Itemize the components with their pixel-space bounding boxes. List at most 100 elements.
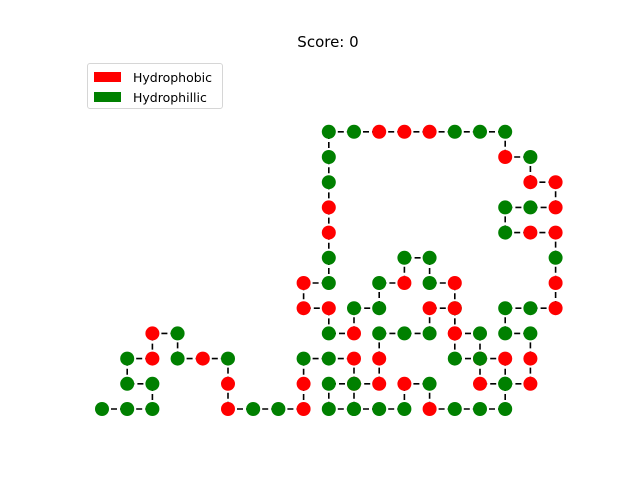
hydrophobic-residue xyxy=(195,351,210,366)
hydrophobic-residue xyxy=(548,175,563,190)
hydrophobic-residue xyxy=(347,351,361,366)
hydrophillic-residue xyxy=(498,200,513,215)
hydrophillic-residue xyxy=(170,351,185,366)
hydrophillic-residue xyxy=(321,326,336,341)
hydrophillic-residue xyxy=(321,402,336,416)
hydrophobic-residue xyxy=(221,402,235,416)
hydrophillic-swatch xyxy=(94,92,121,102)
hydrophillic-residue xyxy=(397,326,412,341)
hydrophobic-residue xyxy=(321,301,336,316)
hydrophillic-residue xyxy=(473,402,487,416)
hydrophillic-residue xyxy=(498,376,513,391)
hydrophobic-residue xyxy=(422,402,437,416)
hydrophillic-residue xyxy=(321,124,336,139)
hydrophillic-residue xyxy=(321,250,336,265)
hydrophillic-residue xyxy=(447,351,462,366)
chain-bonds xyxy=(102,131,557,410)
hydrophobic-residue xyxy=(447,276,462,290)
hydrophillic-residue xyxy=(397,250,412,265)
hydrophobic-residue xyxy=(145,326,160,341)
hydrophillic-residue xyxy=(145,376,160,391)
hydrophillic-residue xyxy=(397,402,412,416)
hydrophillic-residue xyxy=(347,124,361,139)
hydrophillic-residue xyxy=(221,351,235,366)
legend-label-hydrophobic: Hydrophobic xyxy=(133,69,213,85)
hydrophobic-residue xyxy=(145,351,160,366)
hydrophillic-residue xyxy=(120,351,135,366)
hydrophillic-residue xyxy=(473,351,487,366)
hydrophobic-residue xyxy=(422,124,437,139)
hydrophobic-residue xyxy=(347,326,361,341)
legend-item-hydrophobic: Hydrophobic xyxy=(94,69,212,85)
hydrophobic-residue xyxy=(523,225,538,240)
hydrophobic-residue xyxy=(548,276,563,290)
hydrophillic-residue xyxy=(246,402,261,416)
hydrophillic-residue xyxy=(422,250,437,265)
score-title: Score: 0 xyxy=(297,33,359,51)
hydrophillic-residue xyxy=(498,402,513,416)
hydrophillic-residue xyxy=(145,402,160,416)
legend: Hydrophobic Hydrophillic xyxy=(87,63,223,109)
hydrophobic-residue xyxy=(548,225,563,240)
hydrophobic-residue xyxy=(296,402,311,416)
hydrophillic-residue xyxy=(447,124,462,139)
hydrophillic-residue xyxy=(473,326,487,341)
hydrophillic-residue xyxy=(321,276,336,290)
hydrophobic-residue xyxy=(321,225,336,240)
hydrophillic-residue xyxy=(347,376,361,391)
hydrophobic-residue xyxy=(498,150,513,164)
hydrophillic-residue xyxy=(120,376,135,391)
hydrophillic-residue xyxy=(473,124,487,139)
hydrophillic-residue xyxy=(498,326,513,341)
hydrophobic-residue xyxy=(221,376,235,391)
hydrophobic-swatch xyxy=(94,72,121,82)
hydrophobic-residue xyxy=(372,376,387,391)
hydrophillic-residue xyxy=(321,351,336,366)
hydrophobic-residue xyxy=(447,301,462,316)
hydrophobic-residue xyxy=(473,376,487,391)
legend-item-hydrophillic: Hydrophillic xyxy=(94,89,207,105)
hydrophillic-residue xyxy=(523,326,538,341)
hydrophillic-residue xyxy=(422,326,437,341)
hydrophillic-residue xyxy=(498,301,513,316)
hydrophobic-residue xyxy=(397,124,412,139)
hydrophillic-residue xyxy=(347,402,361,416)
hydrophillic-residue xyxy=(523,200,538,215)
hydrophobic-residue xyxy=(548,301,563,316)
hydrophobic-residue xyxy=(397,276,412,290)
hydrophillic-residue xyxy=(321,175,336,190)
hydrophillic-residue xyxy=(447,402,462,416)
hydrophobic-residue xyxy=(523,175,538,190)
hydrophillic-residue xyxy=(296,351,311,366)
hydrophobic-residue xyxy=(447,326,462,341)
hydrophillic-residue xyxy=(372,326,387,341)
hydrophillic-residue xyxy=(498,124,513,139)
residues xyxy=(95,124,563,416)
hydrophillic-residue xyxy=(372,402,387,416)
hydrophobic-residue xyxy=(397,376,412,391)
hydrophillic-residue xyxy=(498,225,513,240)
hydrophobic-residue xyxy=(296,276,311,290)
hydrophillic-residue xyxy=(347,301,361,316)
hydrophillic-residue xyxy=(422,376,437,391)
hydrophobic-residue xyxy=(321,200,336,215)
hydrophobic-residue xyxy=(498,351,513,366)
hydrophillic-residue xyxy=(120,402,135,416)
hydrophobic-residue xyxy=(372,124,387,139)
hydrophillic-residue xyxy=(321,376,336,391)
hydrophobic-residue xyxy=(523,351,538,366)
hydrophobic-residue xyxy=(548,200,563,215)
hydrophillic-residue xyxy=(523,150,538,164)
hydrophillic-residue xyxy=(372,301,387,316)
hydrophobic-residue xyxy=(296,301,311,316)
hydrophillic-residue xyxy=(548,250,563,265)
hydrophobic-residue xyxy=(422,301,437,316)
hydrophillic-residue xyxy=(523,301,538,316)
hydrophillic-residue xyxy=(271,402,286,416)
hydrophillic-residue xyxy=(95,402,109,416)
hydrophillic-residue xyxy=(372,276,387,290)
hydrophobic-residue xyxy=(296,376,311,391)
hydrophobic-residue xyxy=(372,351,387,366)
